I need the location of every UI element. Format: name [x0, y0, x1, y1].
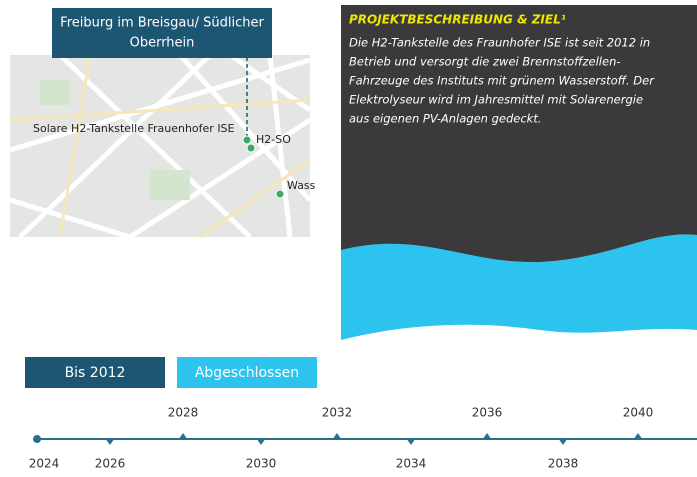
- timeline-year: 2030: [246, 457, 277, 471]
- body-line: Elektrolyseur wird im Jahresmittel mit S…: [349, 93, 643, 107]
- timeline-marker: [482, 433, 492, 440]
- body-line: Betrieb und versorgt die zwei Brennstoff…: [349, 55, 621, 69]
- map-park: [150, 170, 190, 200]
- body-line: Die H2-Tankstelle des Fraunhofer ISE ist…: [349, 36, 650, 50]
- state-text: Abgeschlossen: [195, 365, 299, 381]
- timeline-marker: [406, 438, 416, 445]
- timeline-marker: [33, 435, 41, 443]
- timeline-marker: [178, 433, 188, 440]
- timeline-marker: [633, 433, 643, 440]
- timeline-year: 2026: [95, 457, 126, 471]
- timeline-year: 2038: [548, 457, 579, 471]
- timeline-year: 2036: [472, 406, 503, 420]
- timeline-marker: [256, 438, 266, 445]
- map: Freiburg im Breisgau/ Südlicher Oberrhei…: [10, 8, 316, 237]
- project-title: PROJEKTBESCHREIBUNG & ZIEL¹: [349, 13, 566, 27]
- project-panel: PROJEKTBESCHREIBUNG & ZIEL¹ Die H2-Tanks…: [341, 5, 697, 340]
- site-label: Solare H2-Tankstelle Frauenhofer ISE: [33, 122, 235, 135]
- poi: [243, 136, 251, 144]
- poi: [247, 144, 255, 152]
- slide: Freiburg im Breisgau/ Südlicher Oberrhei…: [0, 0, 697, 473]
- body-line: Fahrzeuge des Instituts mit grünem Wasse…: [349, 74, 655, 88]
- timeline-year: 2032: [322, 406, 353, 420]
- poi-label: Wass: [287, 179, 316, 192]
- timeline-year: 2034: [396, 457, 427, 471]
- poi: [276, 190, 284, 198]
- timeline-year: 2024: [29, 457, 60, 471]
- timeline-year: 2040: [623, 406, 654, 420]
- page: {"map": {"header": ["Freiburg im Breisga…: [0, 0, 697, 473]
- poi-label: H2-SO: [256, 133, 291, 146]
- map-header: Oberrhein: [130, 36, 195, 51]
- body-line: aus eigenen PV-Anlagen gedeckt.: [349, 112, 542, 126]
- timeline-marker: [105, 438, 115, 445]
- timeline-marker: [558, 438, 568, 445]
- map-header: Freiburg im Breisgau/ Südlicher: [60, 16, 264, 31]
- map-park: [40, 80, 70, 105]
- timeline-year: 2028: [168, 406, 199, 420]
- since-text: Bis 2012: [65, 365, 126, 381]
- timeline-marker: [332, 433, 342, 440]
